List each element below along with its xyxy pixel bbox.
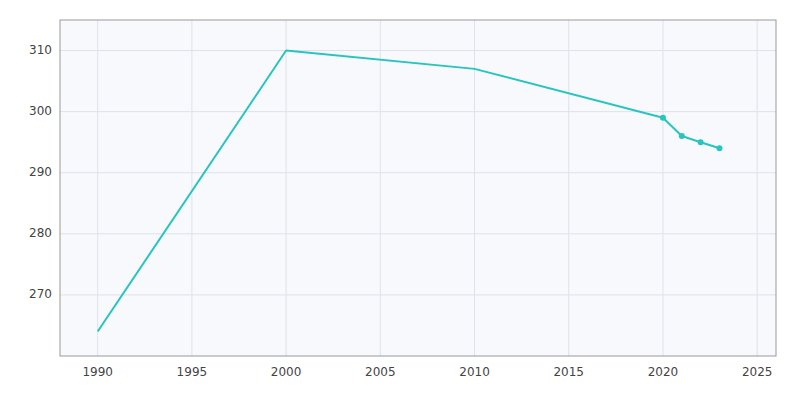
x-grid-line — [97, 20, 98, 356]
x-tick-label: 2015 — [553, 365, 584, 379]
marker — [716, 145, 722, 151]
data-layer — [98, 51, 723, 332]
y-grid-line — [60, 172, 776, 173]
x-tick-label: 2020 — [648, 365, 679, 379]
x-tick-label: 2025 — [742, 365, 773, 379]
x-tick-label: 1995 — [177, 365, 208, 379]
x-tick-label: 2000 — [271, 365, 302, 379]
x-tick-label: 2005 — [365, 365, 396, 379]
chart: 270 280 290 300 310 1990 1995 2000 2005 2010 2015 2… — [0, 0, 800, 400]
x-grid-line — [380, 20, 381, 356]
y-grid-line — [60, 50, 776, 51]
y-tick-label: 270 — [29, 287, 52, 301]
x-grid-line — [474, 20, 475, 356]
chart-container: 270 280 290 300 310 1990 1995 2000 2005 2010 2015 2… — [0, 0, 800, 400]
y-tick-label: 310 — [29, 43, 52, 57]
x-grid-line — [662, 20, 663, 356]
x-tick-label: 2010 — [459, 365, 490, 379]
y-grid-line — [60, 294, 776, 295]
marker — [660, 115, 666, 121]
marker — [698, 139, 704, 145]
y-tick-label: 290 — [29, 165, 52, 179]
y-tick-label: 300 — [29, 104, 52, 118]
y-grid-line — [60, 233, 776, 234]
plot-area — [60, 20, 776, 356]
axes: 270 280 290 300 310 1990 1995 2000 2005 2010 2015 2… — [29, 20, 776, 379]
line — [98, 51, 720, 332]
y-grid-line — [60, 111, 776, 112]
x-grid-line — [286, 20, 287, 356]
x-grid-line — [191, 20, 192, 356]
x-grid-line — [568, 20, 569, 356]
marker — [679, 133, 685, 139]
y-tick-label: 280 — [29, 226, 52, 240]
x-grid-line — [757, 20, 758, 356]
x-tick-label: 1990 — [82, 365, 113, 379]
plot-frame — [60, 20, 776, 356]
